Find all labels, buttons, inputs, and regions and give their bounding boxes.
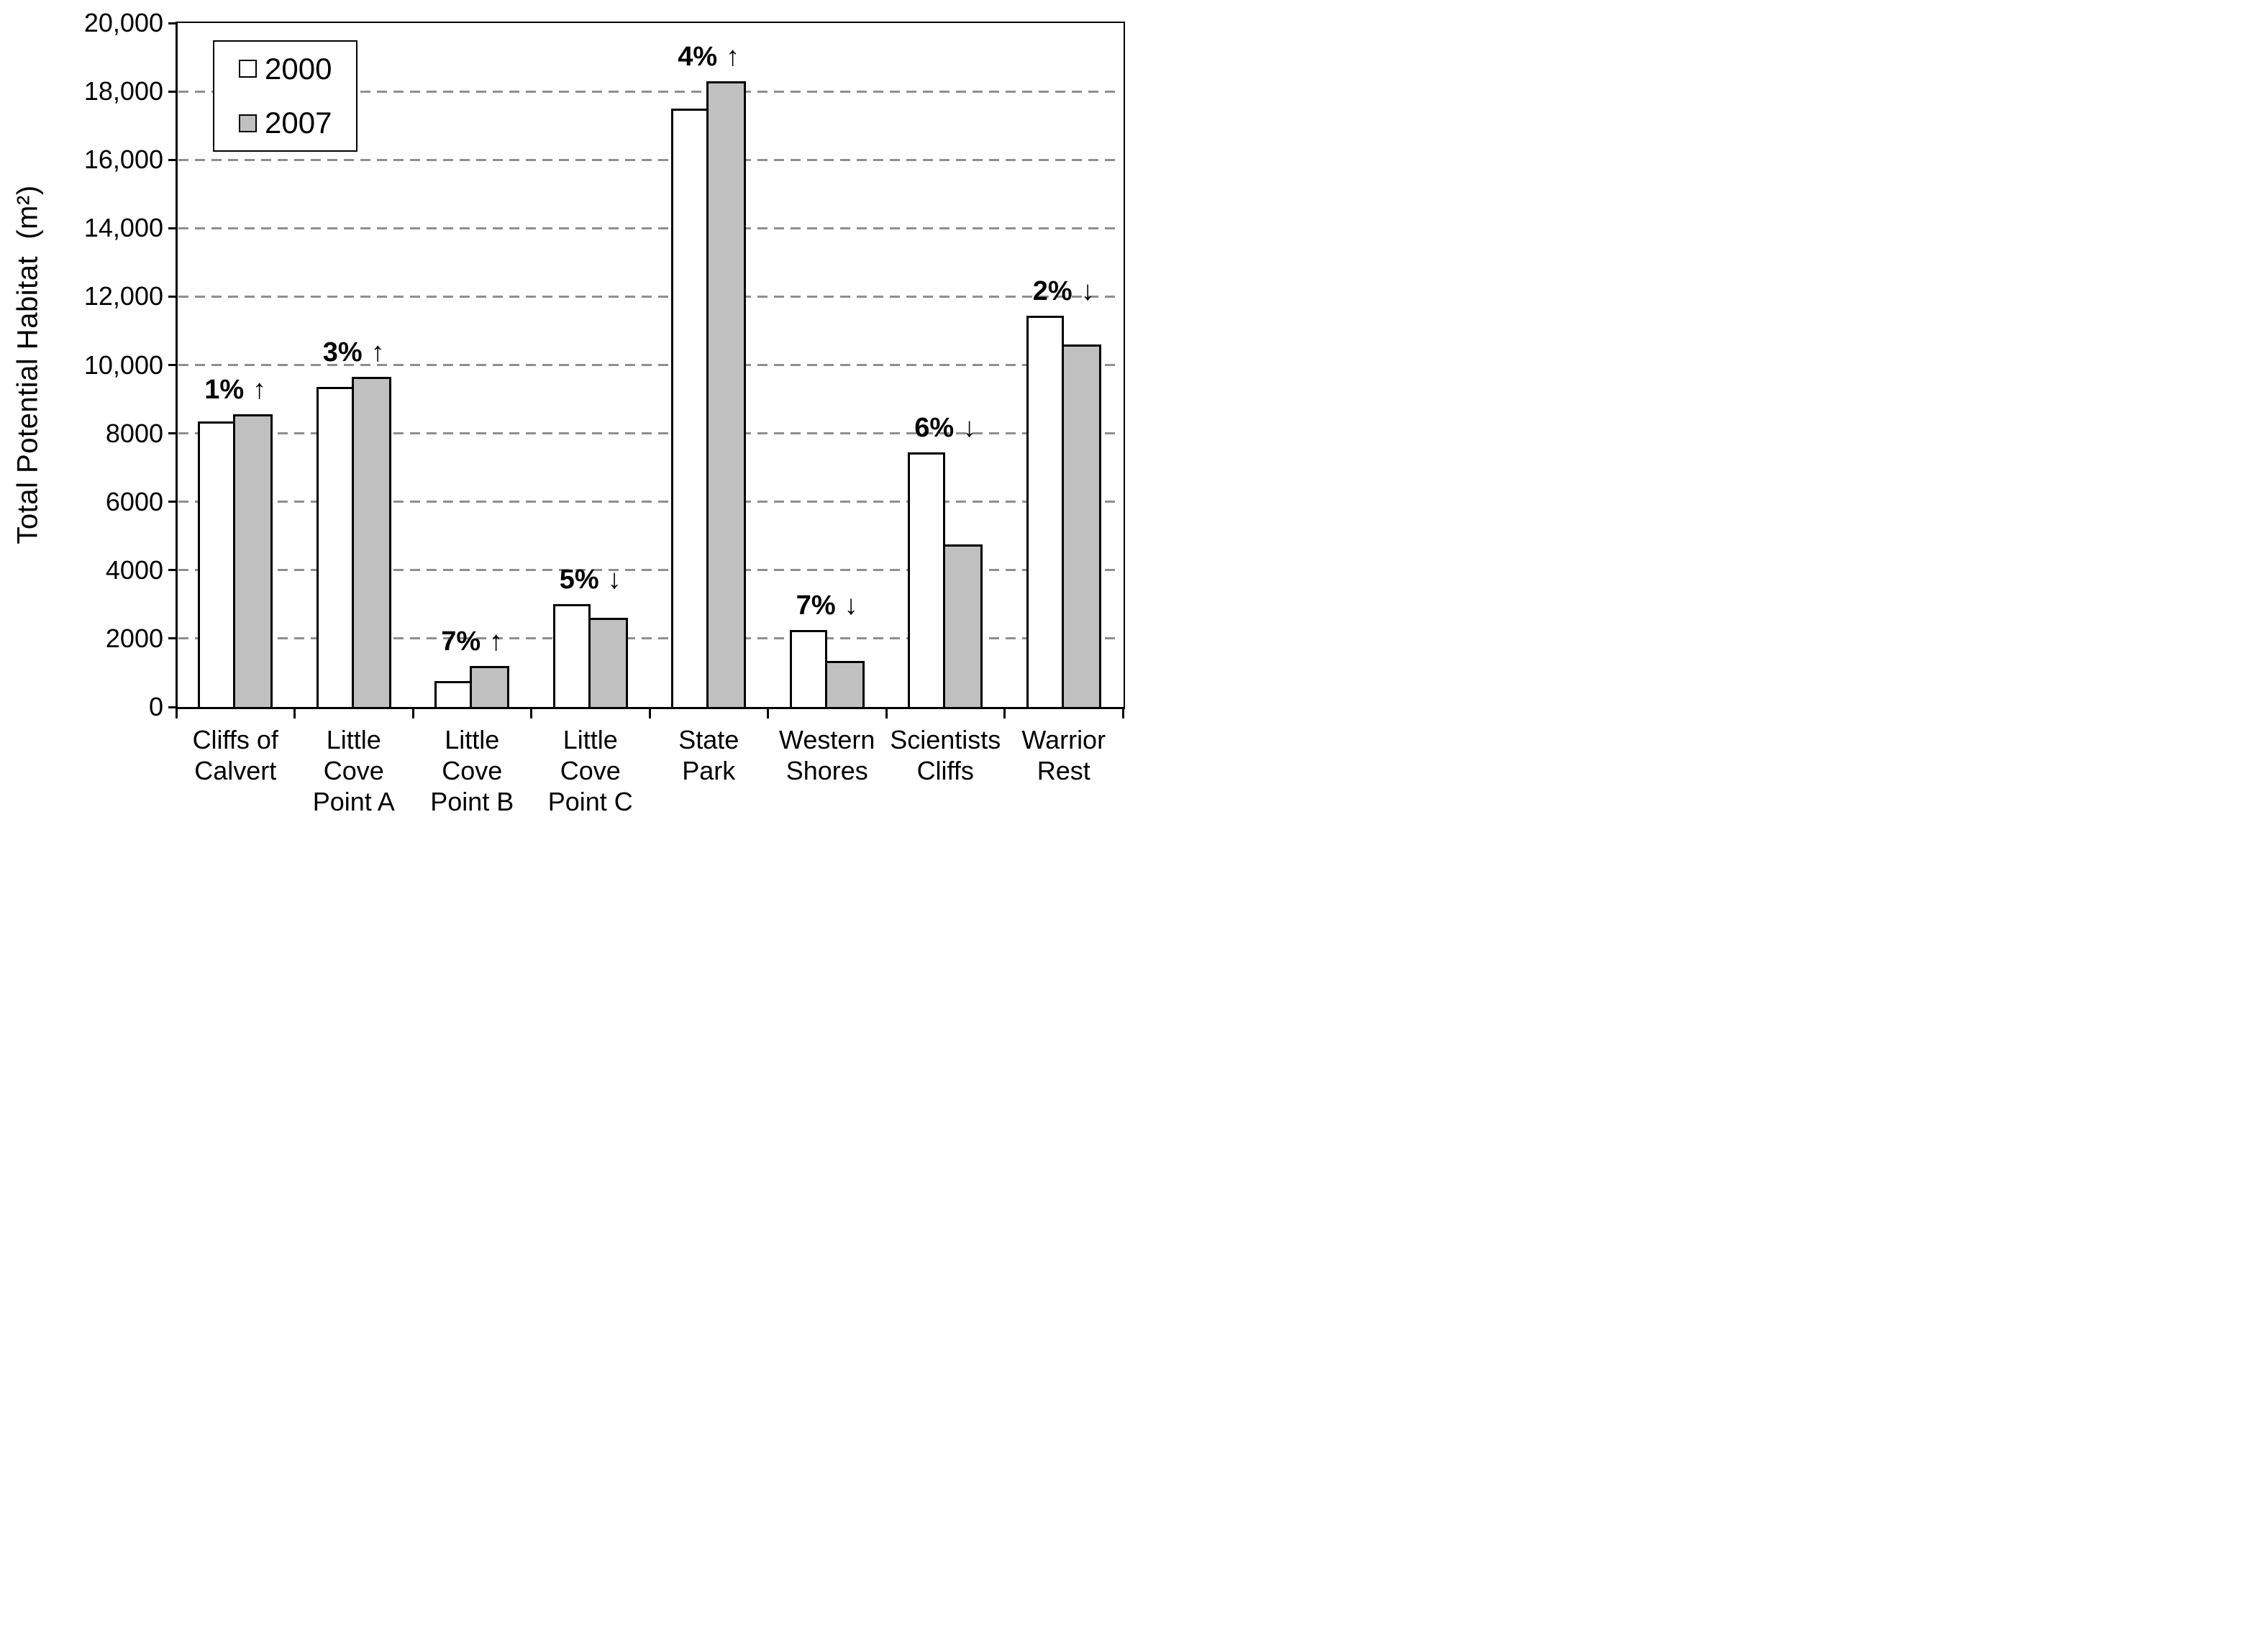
x-axis-category-label-little-cove-point-b: Little Cove Point B [430, 725, 514, 816]
change-annotation-state-park: 4% ↑ [678, 40, 739, 74]
annotation-text: 7% [796, 590, 836, 621]
x-axis-tick-6 [885, 709, 888, 718]
bar-2007-little-cove-point-a [351, 377, 391, 709]
y-axis-tick-20000 [168, 22, 176, 24]
gridline-8000 [178, 432, 1121, 435]
up-arrow-icon: ↑ [370, 337, 385, 368]
y-axis-tick-label-0: 0 [148, 692, 163, 721]
x-axis-category-label-western-shores: Western Shores [779, 725, 875, 785]
x-axis-tick-4 [648, 709, 651, 718]
x-axis-tick-0 [175, 709, 178, 718]
y-axis-tick-label-2000: 2000 [105, 623, 163, 653]
y-axis-tick-14000 [168, 227, 176, 229]
x-axis-tick-8 [1121, 709, 1124, 718]
y-axis-tick-10000 [168, 364, 176, 366]
y-axis-tick-label-14000: 14,000 [83, 213, 163, 243]
y-axis-tick-0 [168, 706, 176, 708]
change-annotation-little-cove-point-c: 5% ↓ [560, 562, 621, 597]
annotation-text: 1% [204, 375, 245, 406]
y-axis-tick-label-16000: 16,000 [83, 145, 163, 175]
gridline-18000 [178, 90, 1121, 93]
gridline-2000 [178, 637, 1121, 640]
bar-2007-warrior-rest [1061, 344, 1101, 709]
annotation-text: 4% [678, 41, 718, 72]
gridline-4000 [178, 569, 1121, 572]
bar-2000-warrior-rest [1026, 315, 1064, 709]
y-axis-tick-label-10000: 10,000 [83, 350, 163, 380]
y-axis-tick-2000 [168, 637, 176, 640]
x-axis-tick-5 [767, 709, 769, 718]
bar-2000-western-shores [789, 630, 827, 709]
x-axis-tick-1 [293, 709, 296, 718]
down-arrow-icon: ↓ [962, 412, 977, 443]
change-annotation-western-shores: 7% ↓ [796, 588, 858, 623]
bar-2007-western-shores [824, 660, 865, 709]
x-axis-category-label-cliffs-of-calvert: Cliffs of Calvert [192, 725, 278, 785]
gridline-14000 [178, 227, 1121, 229]
y-axis-tick-8000 [168, 432, 176, 435]
bar-2007-state-park [706, 81, 747, 709]
legend: 2000 2007 [213, 40, 357, 152]
bar-2000-little-cove-point-a [316, 387, 354, 709]
annotation-text: 2% [1032, 275, 1072, 306]
annotation-text: 5% [559, 565, 599, 595]
up-arrow-icon: ↑ [726, 41, 740, 72]
annotation-text: 3% [322, 337, 363, 368]
legend-item-2007: 2007 [239, 108, 356, 138]
y-axis-tick-12000 [168, 295, 176, 298]
y-axis-tick-label-20000: 20,000 [83, 8, 163, 37]
bar-2000-little-cove-point-c [552, 604, 591, 709]
bar-2000-little-cove-point-b [434, 681, 473, 709]
y-axis-tick-label-18000: 18,000 [83, 76, 163, 106]
legend-item-2000: 2000 [239, 51, 356, 86]
y-axis-tick-6000 [168, 501, 176, 503]
change-annotation-cliffs-of-calvert: 1% ↑ [204, 373, 266, 407]
x-axis-tick-7 [1003, 709, 1006, 718]
change-annotation-scientists-cliffs: 6% ↓ [914, 411, 976, 445]
bar-2007-cliffs-of-calvert [233, 414, 273, 709]
change-annotation-little-cove-point-a: 3% ↑ [323, 335, 385, 370]
y-axis-tick-label-8000: 8000 [105, 418, 163, 448]
legend-swatch-2007 [239, 114, 257, 132]
y-axis-tick-label-4000: 4000 [105, 554, 163, 585]
change-annotation-warrior-rest: 2% ↓ [1033, 274, 1095, 309]
annotation-text: 6% [914, 412, 955, 443]
x-axis-category-label-warrior-rest: Warrior Rest [1021, 725, 1106, 785]
gridline-12000 [178, 295, 1121, 298]
down-arrow-icon: ↓ [607, 565, 621, 595]
bar-2000-cliffs-of-calvert [198, 421, 236, 709]
gridline-10000 [178, 364, 1121, 366]
bar-2000-scientists-cliffs [908, 452, 946, 709]
down-arrow-icon: ↓ [1080, 275, 1095, 306]
up-arrow-icon: ↑ [252, 375, 267, 406]
annotation-text: 7% [441, 626, 481, 657]
y-axis-tick-18000 [168, 90, 176, 93]
bar-2000-state-park [671, 108, 709, 709]
legend-label-2000: 2000 [265, 51, 332, 86]
y-axis-tick-4000 [168, 569, 176, 572]
bar-2007-scientists-cliffs [943, 544, 983, 709]
x-axis-category-label-little-cove-point-a: Little Cove Point A [312, 725, 395, 816]
x-axis-category-label-scientists-cliffs: Scientists Cliffs [890, 725, 1001, 785]
x-axis-category-label-state-park: State Park [678, 725, 739, 785]
bar-2007-little-cove-point-c [588, 618, 628, 709]
x-axis-tick-2 [411, 709, 414, 718]
y-axis-tick-label-6000: 6000 [105, 486, 163, 516]
gridline-16000 [178, 158, 1121, 161]
x-axis-category-label-little-cove-point-c: Little Cove Point C [547, 725, 633, 816]
x-axis-tick-3 [530, 709, 532, 718]
gridline-6000 [178, 501, 1121, 503]
change-annotation-little-cove-point-b: 7% ↑ [441, 624, 503, 659]
legend-label-2007: 2007 [265, 106, 332, 140]
down-arrow-icon: ↓ [844, 590, 858, 621]
y-axis-tick-label-12000: 12,000 [83, 281, 163, 311]
legend-swatch-2000 [239, 60, 257, 78]
bar-2007-little-cove-point-b [470, 665, 510, 709]
up-arrow-icon: ↑ [489, 626, 504, 657]
y-axis-tick-16000 [168, 158, 176, 161]
habitat-bar-chart: Total Potential Habitat (m²) 0 2000 4000 60… [0, 0, 1134, 817]
